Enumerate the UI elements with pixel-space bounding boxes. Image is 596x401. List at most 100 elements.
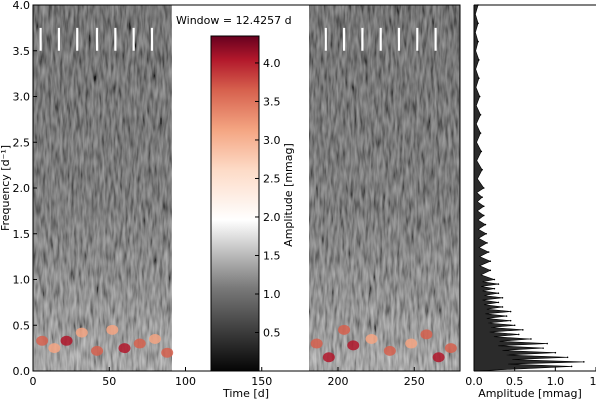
y-tick-label-0: 0.0 (13, 365, 31, 378)
spectrum-point-34 (479, 114, 482, 116)
colorbar-tick-label-1: 1.0 (263, 288, 281, 301)
colorbar-tick-label-2.5: 2.5 (263, 172, 281, 185)
spectrum-point-15 (497, 301, 500, 304)
spectrum-x-tick-label-1.5: 1 (590, 375, 596, 388)
y-tick-label-3: 3.0 (13, 91, 31, 104)
spectrum-point-3 (566, 356, 569, 359)
data-segment-texture-1 (33, 5, 172, 371)
spectrum-point-27 (482, 214, 485, 217)
spectrum-point-25 (485, 232, 488, 235)
x-tick-label-150: 150 (251, 375, 272, 388)
spectrum-point-1 (570, 365, 573, 368)
y-tick-label-0.5: 0.5 (13, 319, 31, 332)
spectrum-point-24 (486, 242, 488, 244)
hotspot-17 (405, 338, 418, 349)
spectrum-point-2 (583, 361, 585, 363)
spectrum-point-36 (478, 77, 480, 79)
hotspot-16 (383, 345, 396, 356)
colorbar-tick-label-4: 4.0 (263, 57, 281, 70)
hotspot-8 (133, 338, 146, 349)
spectrum-point-6 (546, 342, 548, 345)
hotspot-2 (48, 343, 61, 354)
spectrum-x-tick-label-0: 0.0 (465, 375, 483, 388)
spectrum-point-13 (509, 310, 512, 313)
spectrum-panel: 0.0 0.5 1.0 1 Amplitude [mmag] (465, 4, 596, 400)
hotspot-13 (338, 324, 351, 335)
spectrum-series (473, 4, 585, 372)
spectrum-point-11 (509, 319, 512, 322)
spectrum-point-32 (480, 150, 483, 153)
hotspot-1 (36, 335, 49, 346)
spectrum-point-21 (489, 269, 492, 272)
amplitude-hotspots (36, 324, 457, 363)
hotspot-15 (365, 333, 378, 344)
main-x-axis: 0 50 100 150 200 250 (30, 367, 425, 388)
y-tick-label-3.5: 3.5 (13, 45, 31, 58)
colorbar-tick-label-3.5: 3.5 (263, 95, 281, 108)
main-x-axis-title: Time [d] (222, 387, 269, 400)
hotspot-7 (118, 343, 131, 354)
spectrum-point-26 (484, 223, 487, 226)
y-tick-label-1: 1.0 (13, 274, 31, 287)
spectrum-point-8 (517, 333, 520, 336)
data-segments (33, 5, 460, 371)
colorbar-ticks: 0.5 1.0 1.5 2.0 2.5 3.0 3.5 4.0 (255, 57, 281, 339)
spectrum-x-tick-label-0.5: 0.5 (506, 375, 524, 388)
hotspot-6 (106, 324, 119, 335)
data-segment-texture-2 (309, 5, 460, 371)
spectrum-point-38 (477, 40, 479, 43)
main-y-axis-title: Frequency [d⁻¹] (0, 145, 12, 231)
spectrum-point-28 (482, 205, 485, 208)
hotspot-10 (161, 347, 174, 358)
spectrum-point-20 (493, 278, 496, 281)
spectrum-point-12 (505, 315, 508, 317)
hotspot-14 (347, 340, 360, 351)
hotspot-4 (75, 327, 88, 338)
spectrum-point-4 (554, 351, 557, 354)
spectrum-x-axis: 0.0 0.5 1.0 1 (465, 367, 596, 388)
hotspot-5 (91, 345, 104, 356)
x-tick-label-0: 0 (30, 375, 37, 388)
y-tick-label-4: 4.0 (13, 0, 31, 12)
spectrum-point-33 (479, 132, 482, 134)
colorbar-tick-label-1.5: 1.5 (263, 249, 281, 262)
hotspot-20 (444, 343, 457, 354)
spectrum-point-39 (477, 22, 479, 25)
spectrum-point-9 (522, 329, 524, 331)
window-markers (39, 27, 437, 51)
spectrum-point-22 (489, 260, 492, 263)
x-tick-label-250: 250 (404, 375, 425, 388)
hotspot-19 (432, 352, 445, 363)
spectrum-point-23 (487, 251, 490, 253)
spectrum-point-31 (481, 168, 483, 171)
spectrum-x-tick-label-1: 1.0 (547, 375, 565, 388)
x-tick-label-200: 200 (328, 375, 349, 388)
spectrum-point-17 (497, 292, 500, 295)
spectrum-point-10 (513, 324, 516, 327)
colorbar-tick-label-2: 2.0 (263, 211, 281, 224)
colorbar-tick-label-3: 3.0 (263, 134, 281, 147)
spectrum-point-30 (482, 187, 485, 189)
spectrum-point-5 (542, 347, 544, 349)
x-tick-label-50: 50 (102, 375, 116, 388)
hotspot-3 (60, 335, 73, 346)
spectrum-x-axis-title: Amplitude [mmag] (478, 387, 582, 400)
colorbar-tick-label-0.5: 0.5 (263, 326, 281, 339)
colorbar: 0.5 1.0 1.5 2.0 2.5 3.0 3.5 4.0 Amplitude [mmag… (210, 35, 295, 372)
colorbar-title: Amplitude [mmag] (282, 143, 295, 247)
spectrum-point-7 (530, 338, 532, 340)
y-tick-label-2.5: 2.5 (13, 136, 31, 149)
window-label: Window = 12.4257 d (176, 14, 292, 27)
spectrum-point-18 (493, 287, 496, 290)
hotspot-18 (420, 329, 433, 340)
spectrum-point-29 (481, 196, 483, 198)
hotspot-12 (322, 352, 335, 363)
spectrum-point-16 (501, 297, 504, 299)
spectrum-point-14 (501, 306, 504, 308)
colorbar-bar (210, 35, 260, 372)
y-tick-label-2: 2.0 (13, 182, 31, 195)
hotspot-11 (310, 338, 323, 349)
spectrum-point-19 (497, 283, 500, 285)
y-tick-label-1.5: 1.5 (13, 228, 31, 241)
